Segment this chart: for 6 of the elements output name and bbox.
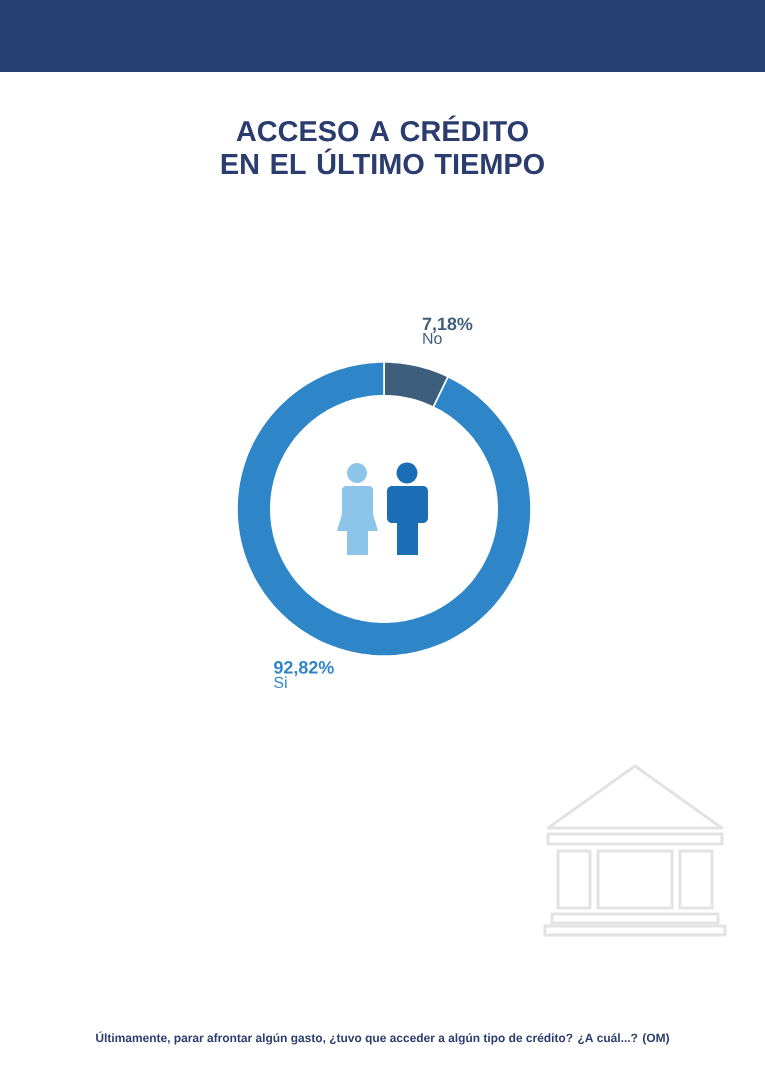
text: Últimamente, parar afrontar algún gasto, ¿tuvo que acceder a algún tipo de crédito? ¿A cuál...? (OM) [96, 1031, 669, 1045]
chart-title: ACCESO A CRÉDITO EN EL ÚLTIMO TIEMPO [221, 115, 544, 175]
slice-label: Si [274, 676, 287, 689]
slice-label: No [423, 332, 442, 345]
data-label: 7,18% [422, 317, 473, 333]
data-label: 92,82% [274, 661, 334, 677]
